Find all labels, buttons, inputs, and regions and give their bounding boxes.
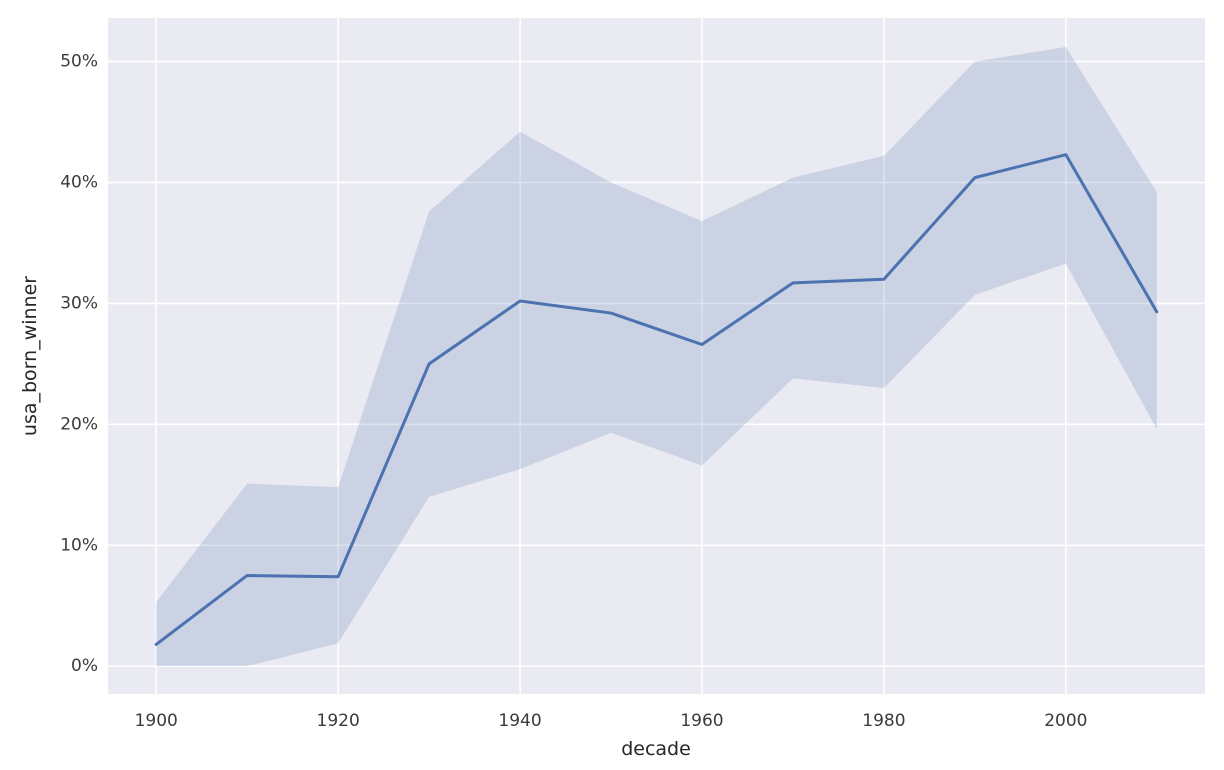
y-tick-label: 30% xyxy=(60,293,98,313)
y-axis-label: usa_born_winner xyxy=(19,276,41,436)
plot-layer: 1900 1920 1940 1960 1980 2000 0% 10% 20% 30% 40% 50… xyxy=(60,18,1205,731)
y-tick-label: 0% xyxy=(71,656,98,676)
y-tick-label: 10% xyxy=(60,535,98,555)
trend-line xyxy=(154,153,1159,646)
plot-background xyxy=(108,18,1205,694)
x-tick-label: 1940 xyxy=(498,711,541,731)
x-axis-label: decade xyxy=(621,738,691,760)
y-tick-label: 20% xyxy=(60,414,98,434)
x-tick-label: 1960 xyxy=(680,711,723,731)
x-tick-label: 1980 xyxy=(862,711,905,731)
y-tick-label: 50% xyxy=(60,52,98,72)
x-tick-label: 1920 xyxy=(317,711,360,731)
confidence-band xyxy=(156,47,1157,667)
x-tick-label: 2000 xyxy=(1044,711,1087,731)
x-tick-label: 1900 xyxy=(135,711,178,731)
y-tick-label: 40% xyxy=(60,172,98,192)
